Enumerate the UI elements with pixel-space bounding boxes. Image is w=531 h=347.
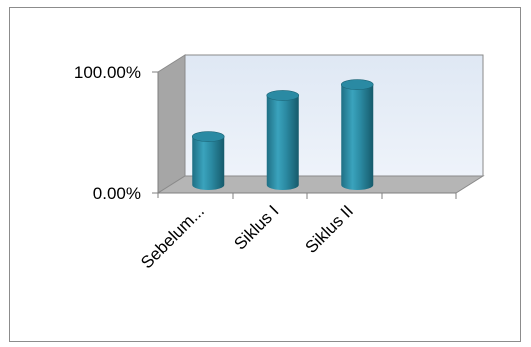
bar-body-1: [192, 136, 225, 190]
bar-top-3: [340, 79, 374, 90]
bar-body-3: [341, 84, 374, 190]
bar-top-2: [266, 90, 300, 101]
bar-top-1: [191, 131, 225, 142]
x-tick-label-2: Siklus I: [230, 201, 282, 253]
y-tick-label-top: 100.00%: [74, 63, 141, 82]
y-tick-label-bottom: 0.00%: [93, 184, 141, 203]
back-wall: [184, 54, 484, 177]
bar-body-2: [266, 95, 299, 190]
bar-2: [266, 90, 300, 190]
side-wall: [157, 54, 186, 194]
bar-3: [340, 79, 374, 190]
x-tick-label-1: Sebelum...: [137, 201, 208, 272]
x-tick-label-3: Siklus II: [302, 201, 358, 257]
bar-1: [191, 131, 225, 190]
